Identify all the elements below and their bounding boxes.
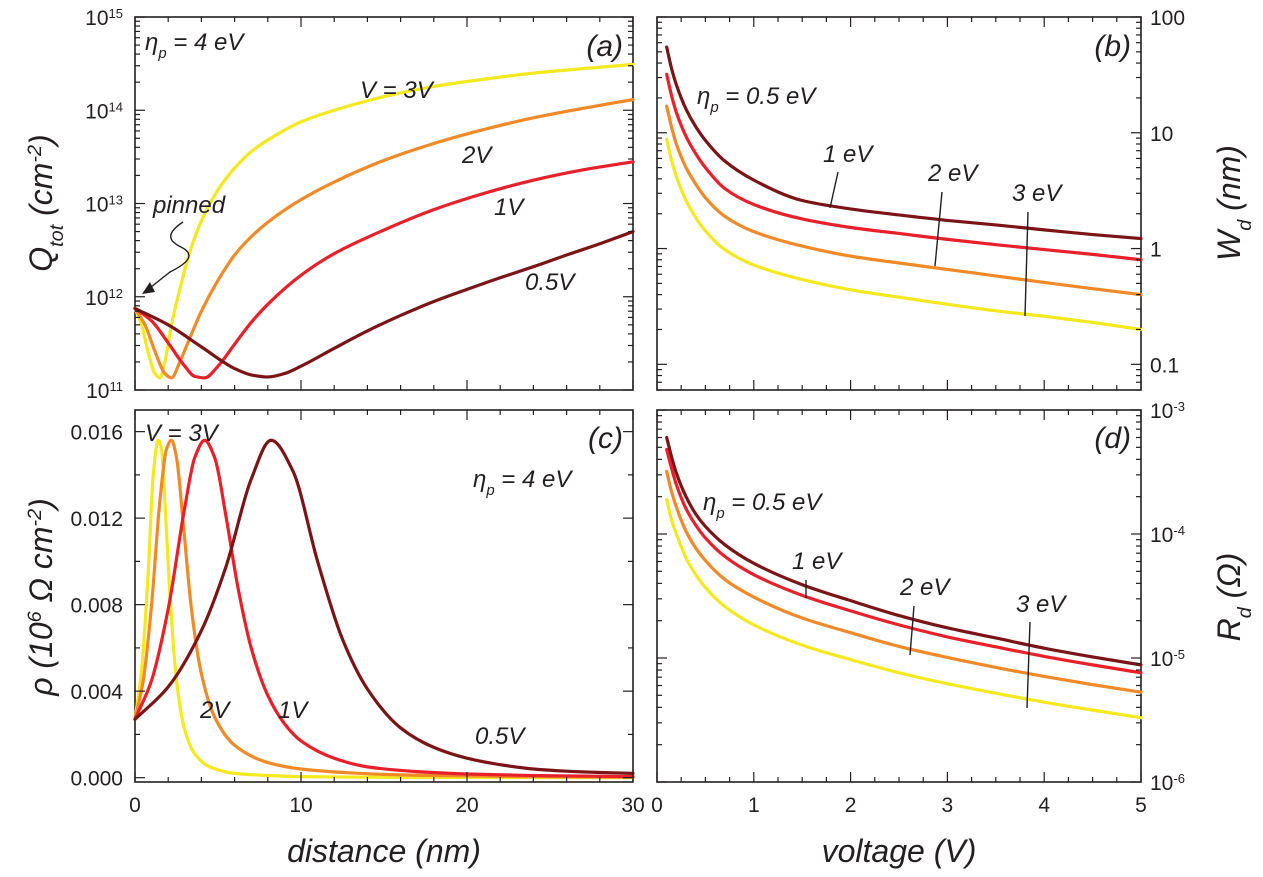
- x-tick-label-c: 10: [289, 794, 312, 817]
- series-c-0: [133, 438, 635, 780]
- plot-frame-c: [134, 409, 634, 783]
- x-tick-label-c: 20: [455, 794, 478, 817]
- x-tick-label-c: 30: [621, 794, 644, 817]
- leader-3ev-d: [1026, 621, 1031, 709]
- series-d-2: [665, 469, 1143, 694]
- series-b-1: [665, 72, 1143, 262]
- panel-label-c: (c): [588, 422, 623, 455]
- curve-label-05ev-d: ηp = 0.5 eV: [703, 489, 823, 522]
- series-b-0: [665, 45, 1143, 241]
- data-curves: [133, 45, 1143, 780]
- series-a-0: [133, 62, 635, 380]
- x-tick-label-d: 1: [748, 794, 760, 817]
- y-tick-label-c: 0.008: [70, 595, 123, 618]
- plot-frame-b: [656, 16, 1142, 391]
- y-tick-label-a: 1013: [85, 192, 123, 217]
- leader-2ev-b: [934, 191, 943, 267]
- y-tick-label-d: 10-6: [1150, 771, 1185, 796]
- y-tick-label-c: 0.000: [70, 768, 123, 791]
- x-tick-label-d: 3: [942, 794, 954, 817]
- curve-label-1ev-b: 1 eV: [823, 141, 874, 168]
- y-tick-label-d: 10-5: [1150, 647, 1185, 672]
- x-tick-label-d: 2: [845, 794, 857, 817]
- series-b-3: [665, 137, 1143, 332]
- leader-1ev-b: [829, 171, 839, 209]
- y-axis-label-a: Qtot (cm-2): [23, 134, 68, 271]
- y-axis-label-c: ρ (106 Ω cm-2): [23, 498, 59, 697]
- y-tick-label-b: 10: [1150, 123, 1173, 146]
- x-tick-label-d: 4: [1038, 794, 1050, 817]
- text-labels: 101110121013101410150.11101000.0000.0040…: [23, 6, 1256, 870]
- curve-label-1ev-d: 1 eV: [792, 548, 843, 575]
- pinned-arrow-head: [142, 282, 155, 294]
- y-axis-label-d: Rd (Ω): [1211, 553, 1256, 642]
- series-d-1: [665, 447, 1143, 675]
- series-c-1: [133, 438, 635, 779]
- panel-label-d: (d): [1094, 422, 1131, 455]
- series-b-2: [665, 104, 1143, 297]
- y-tick-label-a: 1014: [85, 99, 123, 124]
- curve-label-05ev-b: ηp = 0.5 eV: [697, 83, 817, 116]
- y-tick-label-c: 0.012: [70, 508, 123, 531]
- curve-label-2ev-d: 2 eV: [899, 574, 951, 601]
- series-a-2: [133, 160, 635, 380]
- annotation-eta-a: ηp = 4 eV: [145, 29, 245, 62]
- pinned-label: pinned: [152, 192, 226, 219]
- panel-label-a: (a): [586, 30, 623, 63]
- curve-label-2v-a: 2V: [461, 142, 493, 169]
- axis-ticks: [134, 16, 1142, 783]
- y-tick-label-c: 0.016: [70, 422, 123, 445]
- series-a-3: [133, 229, 635, 379]
- x-tick-label-d: 0: [651, 794, 663, 817]
- curve-label-05v-a: 0.5V: [525, 269, 576, 296]
- y-tick-label-d: 10-3: [1150, 399, 1185, 424]
- curve-label-05v-c: 0.5V: [475, 723, 526, 750]
- y-tick-label-a: 1012: [85, 285, 123, 310]
- series-d-3: [665, 497, 1143, 720]
- curve-label-3v-a: V = 3V: [360, 77, 435, 104]
- panel-label-b: (b): [1094, 30, 1131, 63]
- y-tick-label-a: 1011: [86, 379, 123, 404]
- pinned-arrow-line: [145, 221, 190, 292]
- annotation-eta-c: ηp = 4 eV: [473, 466, 573, 499]
- leader-3ev-b: [1024, 211, 1029, 317]
- x-tick-label-c: 0: [129, 794, 141, 817]
- curve-label-2ev-b: 2 eV: [927, 160, 979, 187]
- curve-label-1v-a: 1V: [494, 194, 525, 221]
- y-tick-label-b: 100: [1150, 7, 1185, 30]
- y-tick-label-a: 1015: [85, 6, 123, 31]
- plot-frame-d: [656, 409, 1142, 783]
- curve-label-1v-c: 1V: [278, 697, 309, 724]
- curve-label-2v-c: 2V: [199, 697, 231, 724]
- x-tick-label-d: 5: [1135, 794, 1147, 817]
- curve-label-3ev-d: 3 eV: [1016, 591, 1067, 618]
- x-axis-label-right: voltage (V): [822, 833, 977, 869]
- y-tick-label-b: 1: [1150, 239, 1162, 262]
- y-tick-label-d: 10-4: [1150, 523, 1185, 548]
- y-tick-label-b: 0.1: [1150, 354, 1179, 377]
- series-a-1: [133, 98, 635, 380]
- leader-2ev-d: [909, 605, 915, 656]
- curve-label-3ev-b: 3 eV: [1012, 180, 1063, 207]
- x-axis-label-left: distance (nm): [287, 833, 481, 869]
- series-c-2: [133, 438, 635, 779]
- y-tick-label-c: 0.004: [70, 681, 123, 704]
- series-c-3: [133, 438, 635, 775]
- curve-label-3v-c: V = 3V: [145, 420, 220, 447]
- series-d-0: [665, 435, 1143, 667]
- y-axis-label-b: Wd (nm): [1211, 145, 1256, 261]
